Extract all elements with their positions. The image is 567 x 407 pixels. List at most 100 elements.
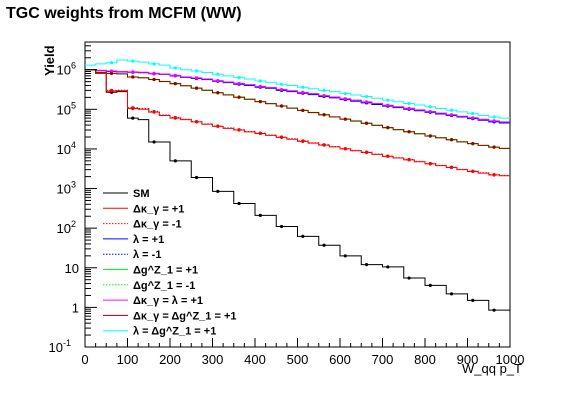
series-point [343, 91, 347, 96]
series-point [131, 106, 135, 110]
series-point [216, 79, 220, 83]
series-point [173, 66, 177, 70]
series-point [109, 71, 114, 76]
series-point [152, 77, 156, 82]
series-point [194, 175, 199, 180]
x-tick-label: 100 [117, 352, 139, 367]
x-tick-label: 300 [202, 352, 224, 367]
series-line-9 [85, 59, 510, 119]
series-point [131, 70, 135, 74]
series-point [152, 71, 156, 75]
legend-label-1: Δκ_γ = +1 [133, 203, 184, 215]
series-point [449, 138, 454, 142]
x-tick-label: 900 [457, 352, 479, 367]
x-tick-label: 0 [81, 352, 88, 367]
series-point [407, 106, 411, 110]
series-point [109, 69, 114, 73]
series-point [386, 126, 390, 130]
legend-label-4: λ = -1 [133, 249, 161, 261]
series-point [131, 116, 135, 120]
series-point [471, 116, 475, 120]
legend-label-2: Δκ_γ = -1 [133, 219, 182, 231]
series-point [131, 59, 135, 63]
series-point [407, 276, 411, 280]
y-tick-label: 103 [57, 180, 76, 197]
series-point [301, 90, 305, 94]
series-point [449, 108, 454, 112]
series-point [279, 104, 284, 108]
series-point [428, 134, 432, 138]
legend-label-7: Δκ_γ = λ = +1 [133, 295, 203, 307]
series-point [194, 69, 199, 73]
series-point [407, 101, 411, 106]
series-point [407, 130, 411, 134]
legend-label-9: λ = Δg^Z_1 = +1 [133, 326, 216, 338]
series-point [237, 81, 241, 86]
legend-label-5: Δg^Z_1 = +1 [133, 265, 198, 277]
y-tick-label: 104 [57, 140, 76, 157]
series-point [194, 119, 199, 124]
series-point [237, 201, 241, 206]
series-line-7 [85, 69, 510, 123]
series-point [471, 169, 475, 173]
series-point [237, 128, 241, 132]
series-point [258, 79, 262, 83]
x-tick-label: 500 [287, 352, 309, 367]
series-point [301, 85, 305, 89]
series-point [343, 254, 347, 258]
series-point [216, 72, 220, 76]
series-point [322, 113, 326, 117]
series-point [492, 172, 496, 177]
series-point [343, 117, 347, 121]
x-axis-label: W_qq p_T [462, 361, 522, 376]
series-point [407, 157, 411, 162]
series-point [364, 121, 369, 125]
series-point [301, 108, 305, 112]
series-point [322, 143, 326, 147]
series-point [194, 76, 199, 80]
series-point [173, 82, 177, 86]
series-point [173, 73, 177, 77]
series-point [386, 154, 390, 158]
series-point [322, 93, 326, 98]
series-point [364, 263, 369, 267]
series-point [279, 224, 284, 229]
series-point [364, 150, 369, 154]
series-point [449, 165, 454, 169]
series-point [471, 111, 475, 116]
series-point [492, 119, 496, 123]
series-point [322, 243, 326, 247]
series-point [428, 283, 432, 287]
series-point [449, 292, 454, 296]
series-point [428, 105, 432, 109]
legend-label-0: SM [133, 188, 150, 200]
series-point [131, 75, 135, 79]
series-point [194, 86, 199, 90]
series-point [386, 98, 390, 102]
series-point [258, 213, 262, 217]
legend: SM Δκ_γ = +1 Δκ_γ = -1 λ = +1 λ = -1 Δg^Z_1 =… [103, 188, 237, 338]
series-point [279, 82, 284, 86]
series-point [237, 76, 241, 80]
series-point [237, 95, 241, 99]
series-point [173, 115, 177, 120]
x-tick-label: 1000 [496, 352, 525, 367]
legend-label-8: Δκ_γ = Δg^Z_1 = +1 [133, 310, 237, 322]
series-point [449, 113, 454, 117]
series-point [258, 100, 262, 104]
series-layer [85, 59, 510, 312]
series-point [173, 159, 177, 163]
series-point [428, 109, 432, 114]
y-axis-label: Yield [42, 45, 57, 76]
y-tick-label: 105 [57, 100, 76, 117]
series-point [279, 87, 284, 92]
series-point [109, 61, 114, 65]
series-line-2 [85, 69, 510, 176]
x-tick-label: 600 [329, 352, 351, 367]
x-tick-label: 400 [244, 352, 266, 367]
series-point [386, 103, 390, 107]
series-point [258, 131, 262, 135]
x-tick-label: 700 [372, 352, 394, 367]
